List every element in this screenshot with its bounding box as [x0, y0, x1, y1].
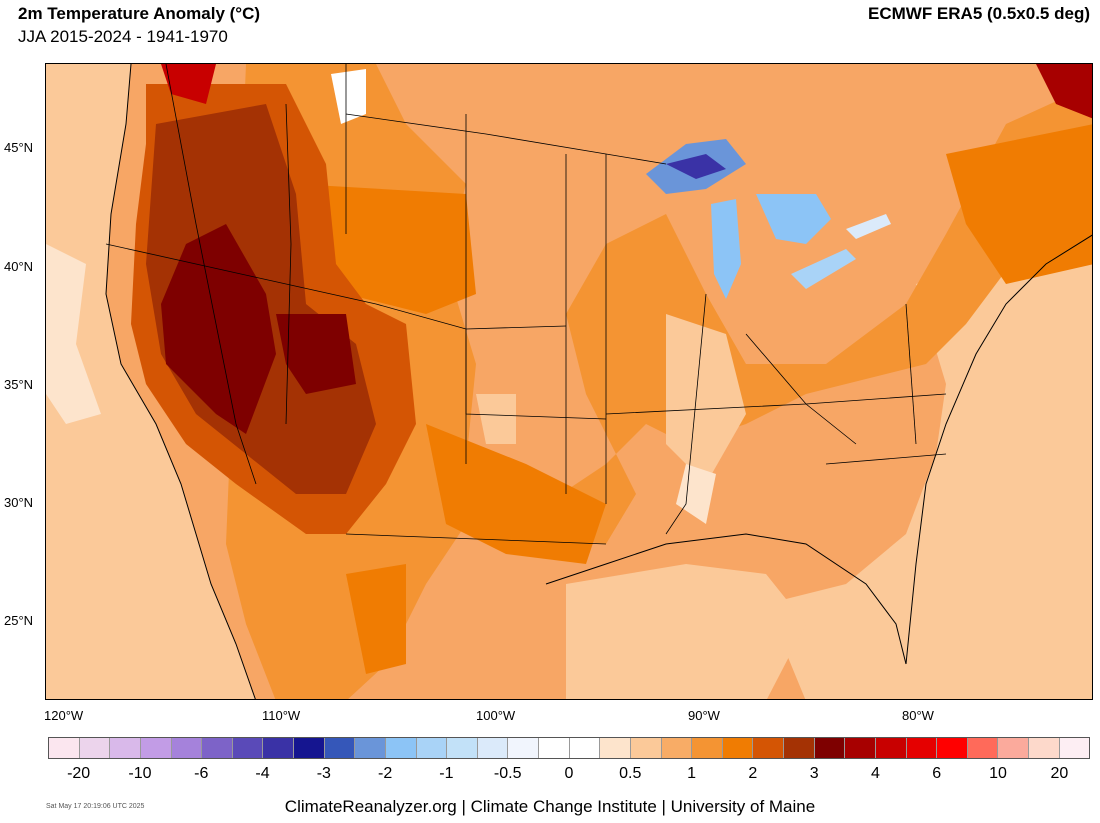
color-swatch [845, 738, 876, 758]
color-swatch [49, 738, 80, 758]
color-swatch [937, 738, 968, 758]
color-swatch [140, 738, 172, 758]
color-swatch [722, 738, 754, 758]
color-swatch [539, 738, 570, 758]
color-scale-tick-label: -6 [194, 765, 209, 782]
lon-label-90: 90°W [688, 708, 720, 723]
lon-label-120: 120°W [44, 708, 84, 723]
color-swatch [906, 738, 938, 758]
color-scale-tick-label: -3 [316, 765, 331, 782]
nevada-peak-region [161, 224, 276, 434]
color-swatch [447, 738, 478, 758]
color-scale-tick-label: -1 [439, 765, 454, 782]
color-swatch [1059, 738, 1090, 758]
gulf-region [566, 564, 806, 699]
color-swatch [508, 738, 539, 758]
lat-label-30: 30°N [4, 495, 34, 510]
lon-label-110: 110°W [262, 708, 301, 723]
map-subtitle: JJA 2015-2024 - 1941-1970 [18, 27, 228, 46]
color-scale-bar [48, 737, 1090, 759]
northeast-warm-region [946, 124, 1092, 284]
footer-credit: ClimateReanalyzer.org | Climate Change I… [284, 797, 816, 816]
color-scale-tick-label: 0 [564, 765, 574, 782]
lon-label-100: 100°W [476, 708, 516, 723]
state-boundaries [105, 64, 947, 545]
color-swatch [477, 738, 509, 758]
color-swatch [416, 738, 448, 758]
color-swatch [753, 738, 784, 758]
color-swatch [692, 738, 723, 758]
lake-huron [756, 194, 831, 244]
lake-ontario [846, 214, 891, 239]
color-swatch [355, 738, 386, 758]
color-swatch [171, 738, 203, 758]
color-scale-tick-label: -4 [255, 765, 270, 782]
color-swatch [110, 738, 141, 758]
mississippi-valley-light [666, 314, 746, 484]
color-scale-tick-label: 10 [989, 765, 1007, 782]
northwest-hot-spot [161, 64, 216, 104]
pacific-ocean-region [46, 64, 256, 699]
pacific-light-patch [46, 244, 101, 424]
color-swatch [294, 738, 325, 758]
atlantic-ocean-region [766, 244, 1092, 699]
color-swatch [630, 738, 662, 758]
lake-michigan [711, 199, 741, 299]
northeast-hot-spot [1036, 64, 1092, 119]
lake-erie [791, 249, 856, 289]
color-swatch [875, 738, 907, 758]
color-swatch [232, 738, 264, 758]
lat-label-25: 25°N [4, 613, 34, 628]
color-scale-tick-label: 6 [932, 765, 942, 782]
lat-label-35: 35°N [4, 377, 34, 392]
anomaly-map-svg [46, 64, 1092, 699]
color-scale-tick-label: -20 [67, 765, 91, 782]
color-swatch [263, 738, 294, 758]
color-swatch [784, 738, 815, 758]
color-swatch [814, 738, 846, 758]
color-swatch [967, 738, 999, 758]
color-swatch [600, 738, 631, 758]
color-swatch [79, 738, 111, 758]
texas-warm-region [426, 424, 606, 564]
color-scale-tick-label: 2 [748, 765, 758, 782]
data-source-label: ECMWF ERA5 (0.5x0.5 deg) [868, 4, 1090, 23]
color-scale-tick-label: 3 [809, 765, 819, 782]
color-swatch [385, 738, 417, 758]
color-scale-tick-label: 4 [871, 765, 880, 782]
lat-label-40: 40°N [4, 259, 34, 274]
lon-label-80: 80°W [902, 708, 934, 723]
lake-superior-deep [666, 154, 726, 179]
utah-peak-region [276, 314, 356, 394]
color-swatch [1029, 738, 1060, 758]
color-swatch [661, 738, 693, 758]
color-scale-tick-label: -10 [128, 765, 152, 782]
color-scale-tick-label: 20 [1050, 765, 1069, 782]
color-swatch [998, 738, 1029, 758]
montana-white-patch [331, 69, 366, 124]
color-scale-tick-label: 0.5 [619, 765, 642, 782]
lat-label-45: 45°N [4, 140, 34, 155]
map-title: 2m Temperature Anomaly (°C) [18, 4, 261, 23]
anomaly-map [45, 63, 1093, 700]
color-scale-tick-label: 1 [687, 765, 697, 782]
color-swatch [324, 738, 356, 758]
delta-light-patch [676, 464, 716, 524]
color-swatch [202, 738, 233, 758]
coastlines [105, 64, 1092, 699]
kansas-light-patch [476, 394, 516, 444]
color-scale-tick-label: -2 [377, 765, 393, 782]
generated-timestamp: Sat May 17 20:19:06 UTC 2025 [46, 803, 145, 810]
color-swatch [569, 738, 601, 758]
mexico-warm-region [346, 564, 406, 674]
color-scale-tick-label: -0.5 [493, 765, 522, 782]
